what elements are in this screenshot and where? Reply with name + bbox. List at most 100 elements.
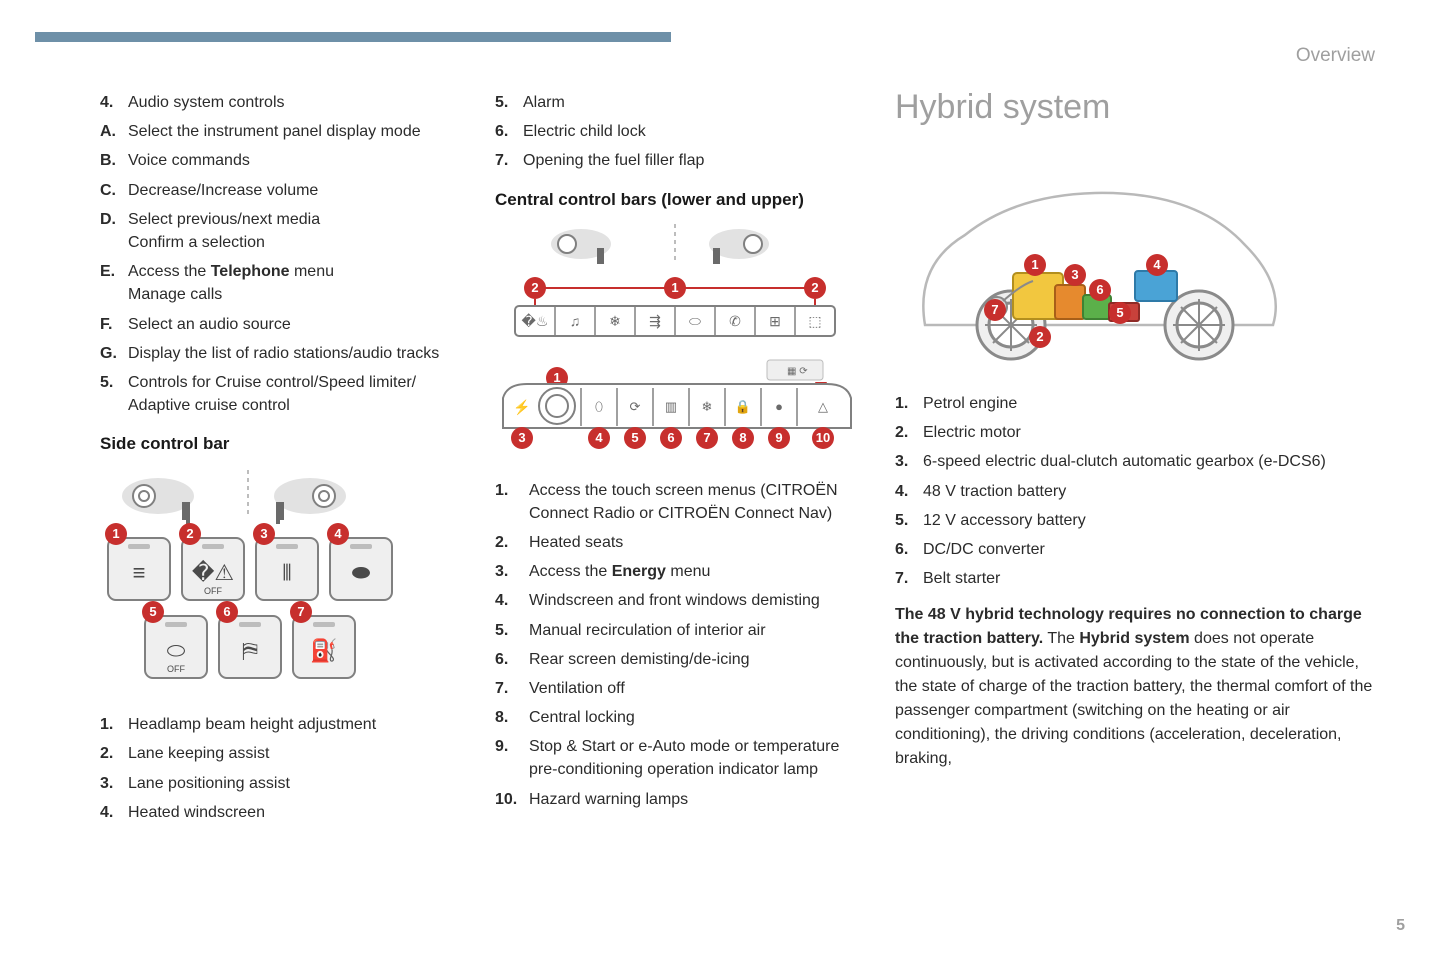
- list-marker: 10.: [495, 788, 529, 811]
- central-control-heading: Central control bars (lower and upper): [495, 190, 855, 210]
- list-item: 7.Belt starter: [895, 564, 1375, 593]
- svg-text:⛿: ⛿: [242, 638, 258, 663]
- list-item: 4.Windscreen and front windows demisting: [495, 586, 855, 615]
- side-control-bar-list: 1.Headlamp beam height adjustment2.Lane …: [100, 710, 455, 827]
- svg-text:5: 5: [631, 430, 638, 445]
- svg-text:▥: ▥: [665, 399, 677, 414]
- list-marker: D.: [100, 208, 128, 231]
- list-text: Voice commands: [128, 149, 250, 172]
- list-text: Rear screen demisting/de-icing: [529, 648, 750, 671]
- list-item: 2.Lane keeping assist: [100, 739, 455, 768]
- list-text: 12 V accessory battery: [923, 509, 1086, 532]
- list-text: Lane keeping assist: [128, 742, 269, 765]
- svg-text:7: 7: [991, 302, 998, 317]
- list-item: 7.Ventilation off: [495, 674, 855, 703]
- svg-text:4: 4: [595, 430, 603, 445]
- list-marker: 5.: [895, 509, 923, 532]
- svg-text:7: 7: [297, 604, 304, 619]
- list-text: Belt starter: [923, 567, 1000, 590]
- list-text: Hazard warning lamps: [529, 788, 688, 811]
- list-marker: 4.: [895, 480, 923, 503]
- svg-text:⚡: ⚡: [513, 399, 530, 416]
- list-marker: 6.: [495, 120, 523, 143]
- list-text: Petrol engine: [923, 392, 1017, 415]
- side-control-bar-figure: ≡1�⚠2⦀3⬬4OFF ⬭5⛿6⛽7OFF: [100, 466, 455, 696]
- central-control-list: 1.Access the touch screen menus (CITROËN…: [495, 476, 855, 814]
- list-text: Heated seats: [529, 531, 623, 554]
- list-item: 3.Access the Energy menu: [495, 557, 855, 586]
- side-control-bar-heading: Side control bar: [100, 434, 455, 454]
- svg-text:⇶: ⇶: [649, 313, 661, 329]
- svg-text:4: 4: [1153, 257, 1161, 272]
- list-item: E.Access the Telephone menuManage calls: [100, 257, 455, 309]
- list-marker: 2.: [895, 421, 923, 444]
- svg-text:1: 1: [553, 370, 560, 385]
- list-text: Electric motor: [923, 421, 1021, 444]
- svg-text:✆: ✆: [729, 313, 741, 329]
- list-item: 9.Stop & Start or e-Auto mode or tempera…: [495, 732, 855, 784]
- svg-text:5: 5: [1116, 305, 1123, 320]
- list-text: Manual recirculation of interior air: [529, 619, 766, 642]
- svg-text:🔒: 🔒: [735, 399, 751, 414]
- svg-text:⦀: ⦀: [282, 560, 292, 585]
- list-text: Windscreen and front windows demisting: [529, 589, 820, 612]
- list-text: Select previous/next mediaConfirm a sele…: [128, 208, 320, 254]
- list-item: G.Display the list of radio stations/aud…: [100, 339, 455, 368]
- list-marker: 4.: [100, 91, 128, 114]
- svg-text:2: 2: [531, 280, 538, 295]
- list-text: Lane positioning assist: [128, 772, 290, 795]
- svg-text:≡: ≡: [133, 560, 146, 585]
- list-item: 10.Hazard warning lamps: [495, 785, 855, 814]
- list-marker: A.: [100, 120, 128, 143]
- list-marker: 5.: [100, 371, 128, 394]
- list-item: B.Voice commands: [100, 146, 455, 175]
- svg-text:2: 2: [811, 280, 818, 295]
- list-marker: 6.: [895, 538, 923, 561]
- column-1: 4.Audio system controlsA.Select the inst…: [100, 88, 455, 827]
- list-marker: 5.: [495, 91, 523, 114]
- list-marker: 7.: [495, 677, 529, 700]
- svg-text:△: △: [818, 399, 828, 414]
- list-marker: 4.: [100, 801, 128, 824]
- list-marker: 1.: [100, 713, 128, 736]
- col2-top-list: 5.Alarm6.Electric child lock7.Opening th…: [495, 88, 855, 176]
- list-item: 1.Headlamp beam height adjustment: [100, 710, 455, 739]
- list-marker: F.: [100, 313, 128, 336]
- list-marker: 8.: [495, 706, 529, 729]
- svg-text:�♨: �♨: [522, 313, 549, 329]
- svg-text:⛽: ⛽: [310, 638, 337, 663]
- list-item: 4.Heated windscreen: [100, 798, 455, 827]
- svg-text:7: 7: [703, 430, 710, 445]
- column-2: 5.Alarm6.Electric child lock7.Opening th…: [495, 88, 855, 827]
- list-text: 6-speed electric dual-clutch automatic g…: [923, 450, 1326, 473]
- svg-text:4: 4: [334, 526, 342, 541]
- list-marker: 4.: [495, 589, 529, 612]
- list-item: 5.12 V accessory battery: [895, 506, 1375, 535]
- list-marker: 7.: [895, 567, 923, 590]
- svg-text:3: 3: [518, 430, 525, 445]
- list-text: Opening the fuel filler flap: [523, 149, 704, 172]
- svg-text:⊞: ⊞: [769, 313, 781, 329]
- list-marker: C.: [100, 179, 128, 202]
- svg-text:♫: ♫: [570, 313, 581, 329]
- list-marker: 9.: [495, 735, 529, 758]
- column-3: Hybrid system: [895, 88, 1375, 827]
- svg-text:6: 6: [223, 604, 230, 619]
- list-item: 7.Opening the fuel filler flap: [495, 146, 855, 175]
- audio-controls-list: 4.Audio system controlsA.Select the inst…: [100, 88, 455, 420]
- list-item: 5.Controls for Cruise control/Speed limi…: [100, 368, 455, 420]
- svg-text:⬯: ⬯: [595, 399, 603, 414]
- list-text: Access the touch screen menus (CITROËN C…: [529, 479, 855, 525]
- list-marker: 6.: [495, 648, 529, 671]
- list-item: 6.Electric child lock: [495, 117, 855, 146]
- svg-text:6: 6: [1096, 282, 1103, 297]
- list-marker: G.: [100, 342, 128, 365]
- svg-text:3: 3: [1071, 267, 1078, 282]
- list-marker: 1.: [895, 392, 923, 415]
- list-item: 3.6-speed electric dual-clutch automatic…: [895, 447, 1375, 476]
- list-text: Access the Energy menu: [529, 560, 710, 583]
- list-item: F.Select an audio source: [100, 310, 455, 339]
- svg-text:2: 2: [1036, 329, 1043, 344]
- svg-text:OFF: OFF: [167, 664, 185, 674]
- svg-text:❄: ❄: [609, 313, 621, 329]
